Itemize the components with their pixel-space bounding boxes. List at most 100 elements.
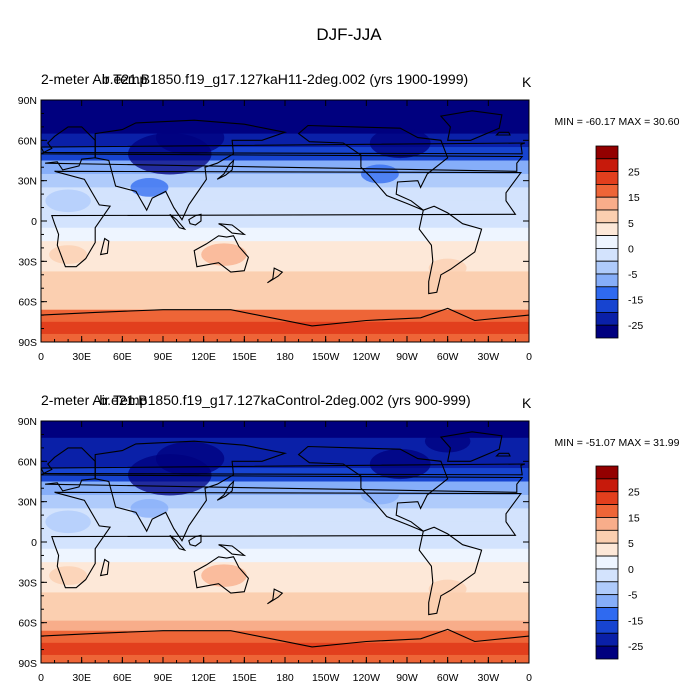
coastline: [218, 223, 247, 236]
x-tick-label: 90W: [396, 672, 418, 684]
anomaly-patch: [360, 164, 399, 184]
y-tick-label: 90S: [18, 337, 37, 349]
y-tick-label: 90N: [18, 95, 37, 107]
anomaly-patch: [155, 441, 225, 476]
colorbar-box: [595, 311, 619, 326]
x-tick-label: 90W: [396, 351, 418, 363]
colorbar-box: [595, 607, 619, 621]
colorbar-label: 25: [628, 167, 640, 179]
colorbar-label: 15: [628, 192, 640, 204]
heat-band: [41, 299, 529, 311]
x-tick-label: 180: [276, 351, 294, 363]
x-tick-label: 0: [526, 351, 532, 363]
heat-band: [41, 642, 529, 656]
x-tick-label: 30W: [478, 672, 500, 684]
coastline: [267, 267, 284, 284]
anomaly-patch: [130, 177, 169, 197]
colorbar-label: -25: [628, 641, 643, 653]
anomaly-patch: [49, 245, 88, 265]
colorbar-label: -15: [628, 295, 643, 307]
heat-band: [41, 562, 529, 577]
coastline: [169, 213, 187, 231]
coastline: [41, 628, 529, 648]
coastline: [94, 440, 288, 542]
x-tick-label: 120E: [191, 351, 216, 363]
heat-band: [41, 187, 529, 202]
coastline: [216, 479, 235, 501]
anomaly-patch: [45, 510, 91, 534]
heat-band: [41, 309, 529, 323]
coastline: [41, 126, 524, 172]
colorbar-box: [595, 260, 619, 275]
y-tick-label: 60N: [18, 456, 37, 468]
anomaly-patch: [428, 258, 467, 278]
coastline: [99, 558, 110, 577]
coastline: [297, 445, 449, 532]
heat-band: [41, 620, 529, 632]
x-tick-label: 60E: [113, 672, 132, 684]
colorbar-label: -5: [628, 590, 637, 602]
x-tick-label: 0: [38, 672, 44, 684]
heat-band: [41, 521, 529, 536]
bottom-coastlines: [41, 431, 529, 648]
heat-band: [41, 321, 529, 335]
bottom-colorbar: 25 15 5 0 -5 -15 -25: [595, 465, 643, 660]
top-left-title: 2-meter Air Temp: [41, 71, 148, 87]
colorbar-box: [595, 247, 619, 262]
coastline: [169, 534, 187, 552]
x-tick-label: 150W: [312, 672, 340, 684]
colorbar-box: [595, 632, 619, 647]
colorbar-box: [595, 581, 619, 596]
colorbar-box: [595, 568, 619, 583]
bottom-heat-bands: [41, 421, 529, 663]
colorbar-box: [595, 273, 619, 288]
heat-band: [41, 535, 529, 550]
anomaly-patch: [369, 448, 431, 480]
coastline: [41, 447, 524, 493]
y-tick-label: 60S: [18, 297, 37, 309]
heat-band: [41, 609, 529, 622]
heat-band: [41, 548, 529, 563]
heat-band: [41, 227, 529, 242]
anomaly-patch: [155, 120, 225, 155]
y-tick-label: 90N: [18, 416, 37, 428]
colorbar-label: 5: [628, 538, 634, 550]
heat-band: [41, 214, 529, 229]
coastline: [418, 526, 483, 616]
coastline: [188, 534, 202, 547]
colorbar-box: [595, 529, 619, 544]
coastline: [218, 544, 247, 557]
y-tick-label: 60S: [18, 618, 37, 630]
colorbar-box: [595, 645, 619, 660]
heat-band: [41, 288, 529, 301]
anomaly-patch: [369, 127, 431, 159]
colorbar-label: 0: [628, 564, 634, 576]
top-heat-bands: [41, 100, 529, 342]
bottom-left-title: 2-meter Air Temp: [41, 392, 148, 408]
anomaly-patch: [424, 108, 471, 132]
bottom-axes: 0 30E 60E 90E 120E 150E 180 150W 120W 90W 60W 30W 09…: [18, 416, 532, 684]
y-tick-label: 30S: [18, 256, 37, 268]
heat-band: [41, 200, 529, 215]
anomaly-patch: [201, 243, 247, 266]
coastline: [41, 142, 526, 155]
y-tick-label: 90S: [18, 658, 37, 670]
top-coastlines: [41, 110, 529, 327]
coastline: [41, 307, 529, 327]
x-tick-label: 150W: [312, 351, 340, 363]
y-tick-label: 0: [31, 216, 37, 228]
anomaly-patch: [130, 498, 169, 518]
coastline: [193, 235, 250, 273]
colorbar-label: 5: [628, 218, 634, 230]
panel-bottom: 0 30E 60E 90E 120E 150E 180 150W 120W 90W 60W 30W 09…: [18, 392, 680, 684]
x-tick-label: 30W: [478, 351, 500, 363]
anomaly-patch: [201, 564, 247, 587]
bottom-regional-anomalies: [45, 429, 471, 599]
bottom-min-max: MIN = -51.07 MAX = 31.99: [555, 437, 680, 449]
top-axes: 0 30E 60E 90E 120E 150E 180 150W 120W 90W 60W 30W 09…: [18, 95, 532, 363]
colorbar-box: [595, 555, 619, 570]
y-tick-label: 30N: [18, 497, 37, 509]
colorbar-box: [595, 235, 619, 249]
colorbar-label: -25: [628, 320, 643, 332]
